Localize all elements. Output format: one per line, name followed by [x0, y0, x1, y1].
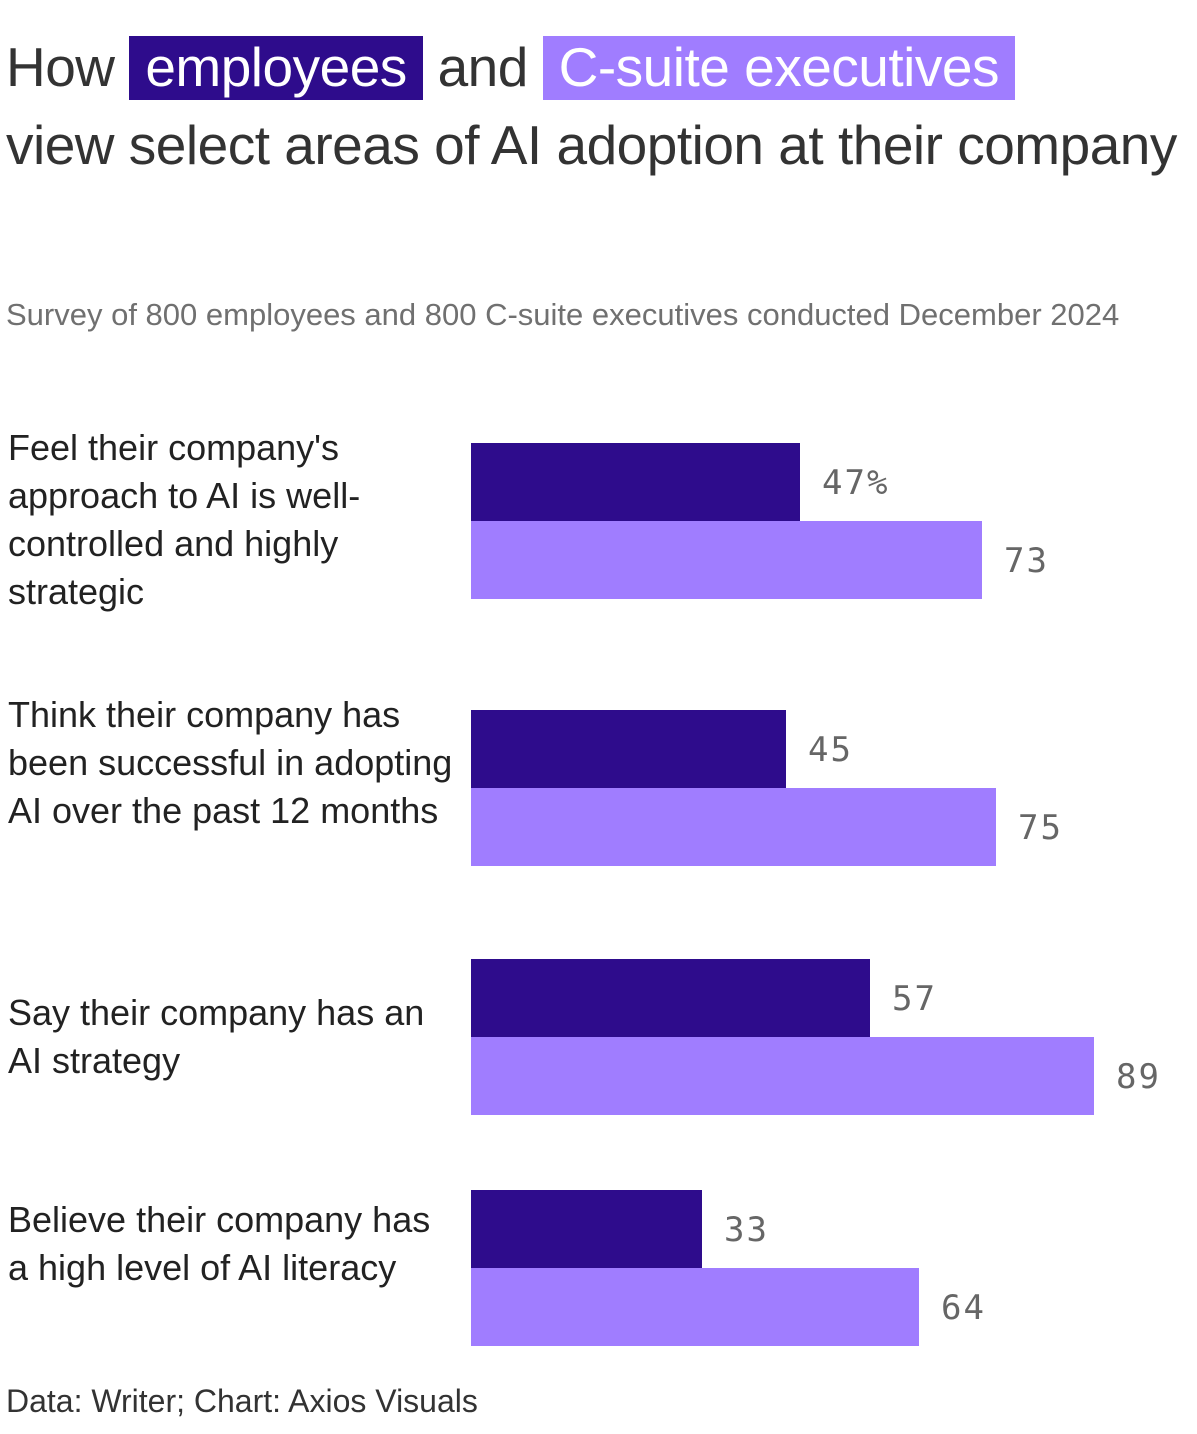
- chart-subtitle: Survey of 800 employees and 800 C-suite …: [6, 297, 1120, 332]
- value-label: 64: [941, 1288, 986, 1328]
- value-label: 45: [808, 730, 853, 770]
- bar-employees: [471, 710, 786, 788]
- value-label: 57: [892, 979, 937, 1019]
- source-note: Data: Writer; Chart: Axios Visuals: [6, 1383, 478, 1419]
- legend-executives: C-suite executives: [542, 36, 1015, 100]
- category-label: Feel their company's approach to AI is w…: [8, 427, 361, 612]
- title-prefix: How: [6, 36, 115, 98]
- title-and: and: [437, 36, 529, 98]
- value-label: 47%: [822, 463, 889, 503]
- bar-employees: [471, 443, 800, 521]
- bar-executives: [471, 521, 982, 599]
- category-label: Believe their company has a high level o…: [8, 1199, 431, 1288]
- bar-executives: [471, 1268, 919, 1346]
- chart-title: How employees and C-suite executives view…: [6, 28, 1186, 184]
- value-label: 33: [724, 1210, 769, 1250]
- bar-executives: [471, 788, 996, 866]
- bar-executives: [471, 1037, 1094, 1115]
- value-label: 73: [1004, 541, 1049, 581]
- category-label: Think their company has been successful …: [8, 694, 453, 831]
- value-label: 75: [1018, 808, 1063, 848]
- bar-employees: [471, 959, 870, 1037]
- category-label: Say their company has an AI strategy: [8, 992, 425, 1081]
- bar-employees: [471, 1190, 702, 1268]
- title-rest: view select areas of AI adoption at thei…: [6, 114, 1177, 176]
- value-label: 89: [1116, 1057, 1161, 1097]
- legend-employees: employees: [129, 36, 423, 100]
